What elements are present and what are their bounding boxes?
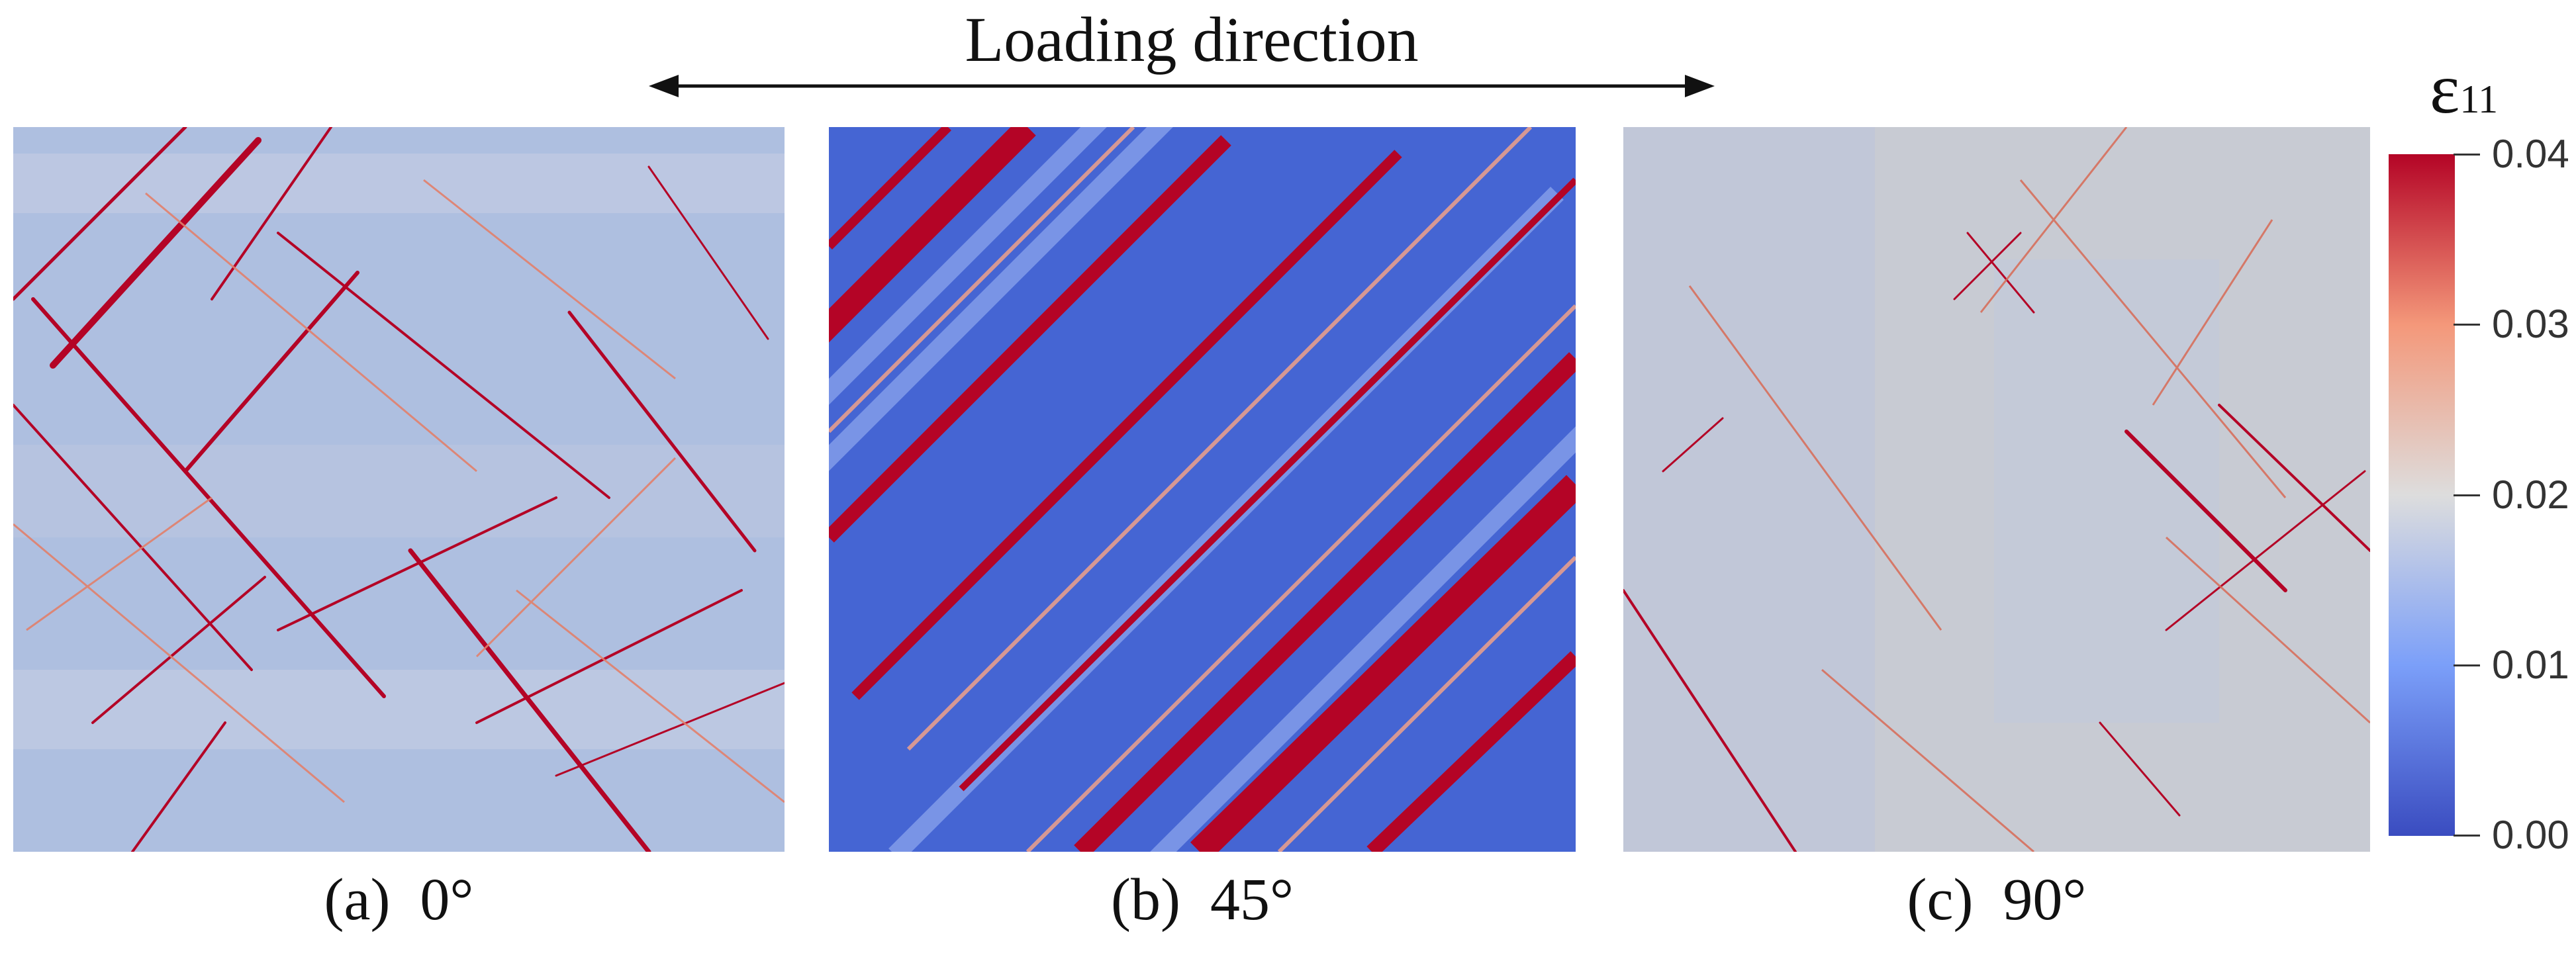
tick-label: 0.01 — [2492, 643, 2569, 687]
strain-map-45-deg — [829, 127, 1576, 852]
tick-mark — [2454, 494, 2480, 496]
colorbar-title: ε11 — [2430, 46, 2522, 132]
tick-label: 0.04 — [2492, 132, 2569, 176]
tick-mark — [2454, 835, 2480, 837]
strain-symbol: ε — [2430, 50, 2460, 128]
tick-label: 0.02 — [2492, 473, 2569, 517]
strain-subscript: 11 — [2459, 77, 2499, 121]
loading-direction-arrow — [649, 75, 1715, 97]
caption-c: (c) 90° — [1907, 867, 2087, 932]
tick-label: 0.00 — [2492, 813, 2569, 857]
tick-mark — [2454, 664, 2480, 666]
colorbar-ticks: 0.04 0.03 0.02 0.01 0.00 — [2454, 132, 2576, 857]
loading-direction-title: Loading direction — [965, 4, 1419, 75]
colorbar — [2389, 154, 2455, 836]
strain-map-90-deg — [1623, 127, 2370, 852]
caption-b: (b) 45° — [1111, 867, 1294, 932]
tick-mark — [2454, 324, 2480, 326]
tick-mark — [2454, 154, 2480, 156]
caption-a: (a) 0° — [324, 867, 474, 932]
tick-label: 0.03 — [2492, 302, 2569, 346]
strain-map-0-deg — [13, 127, 785, 852]
